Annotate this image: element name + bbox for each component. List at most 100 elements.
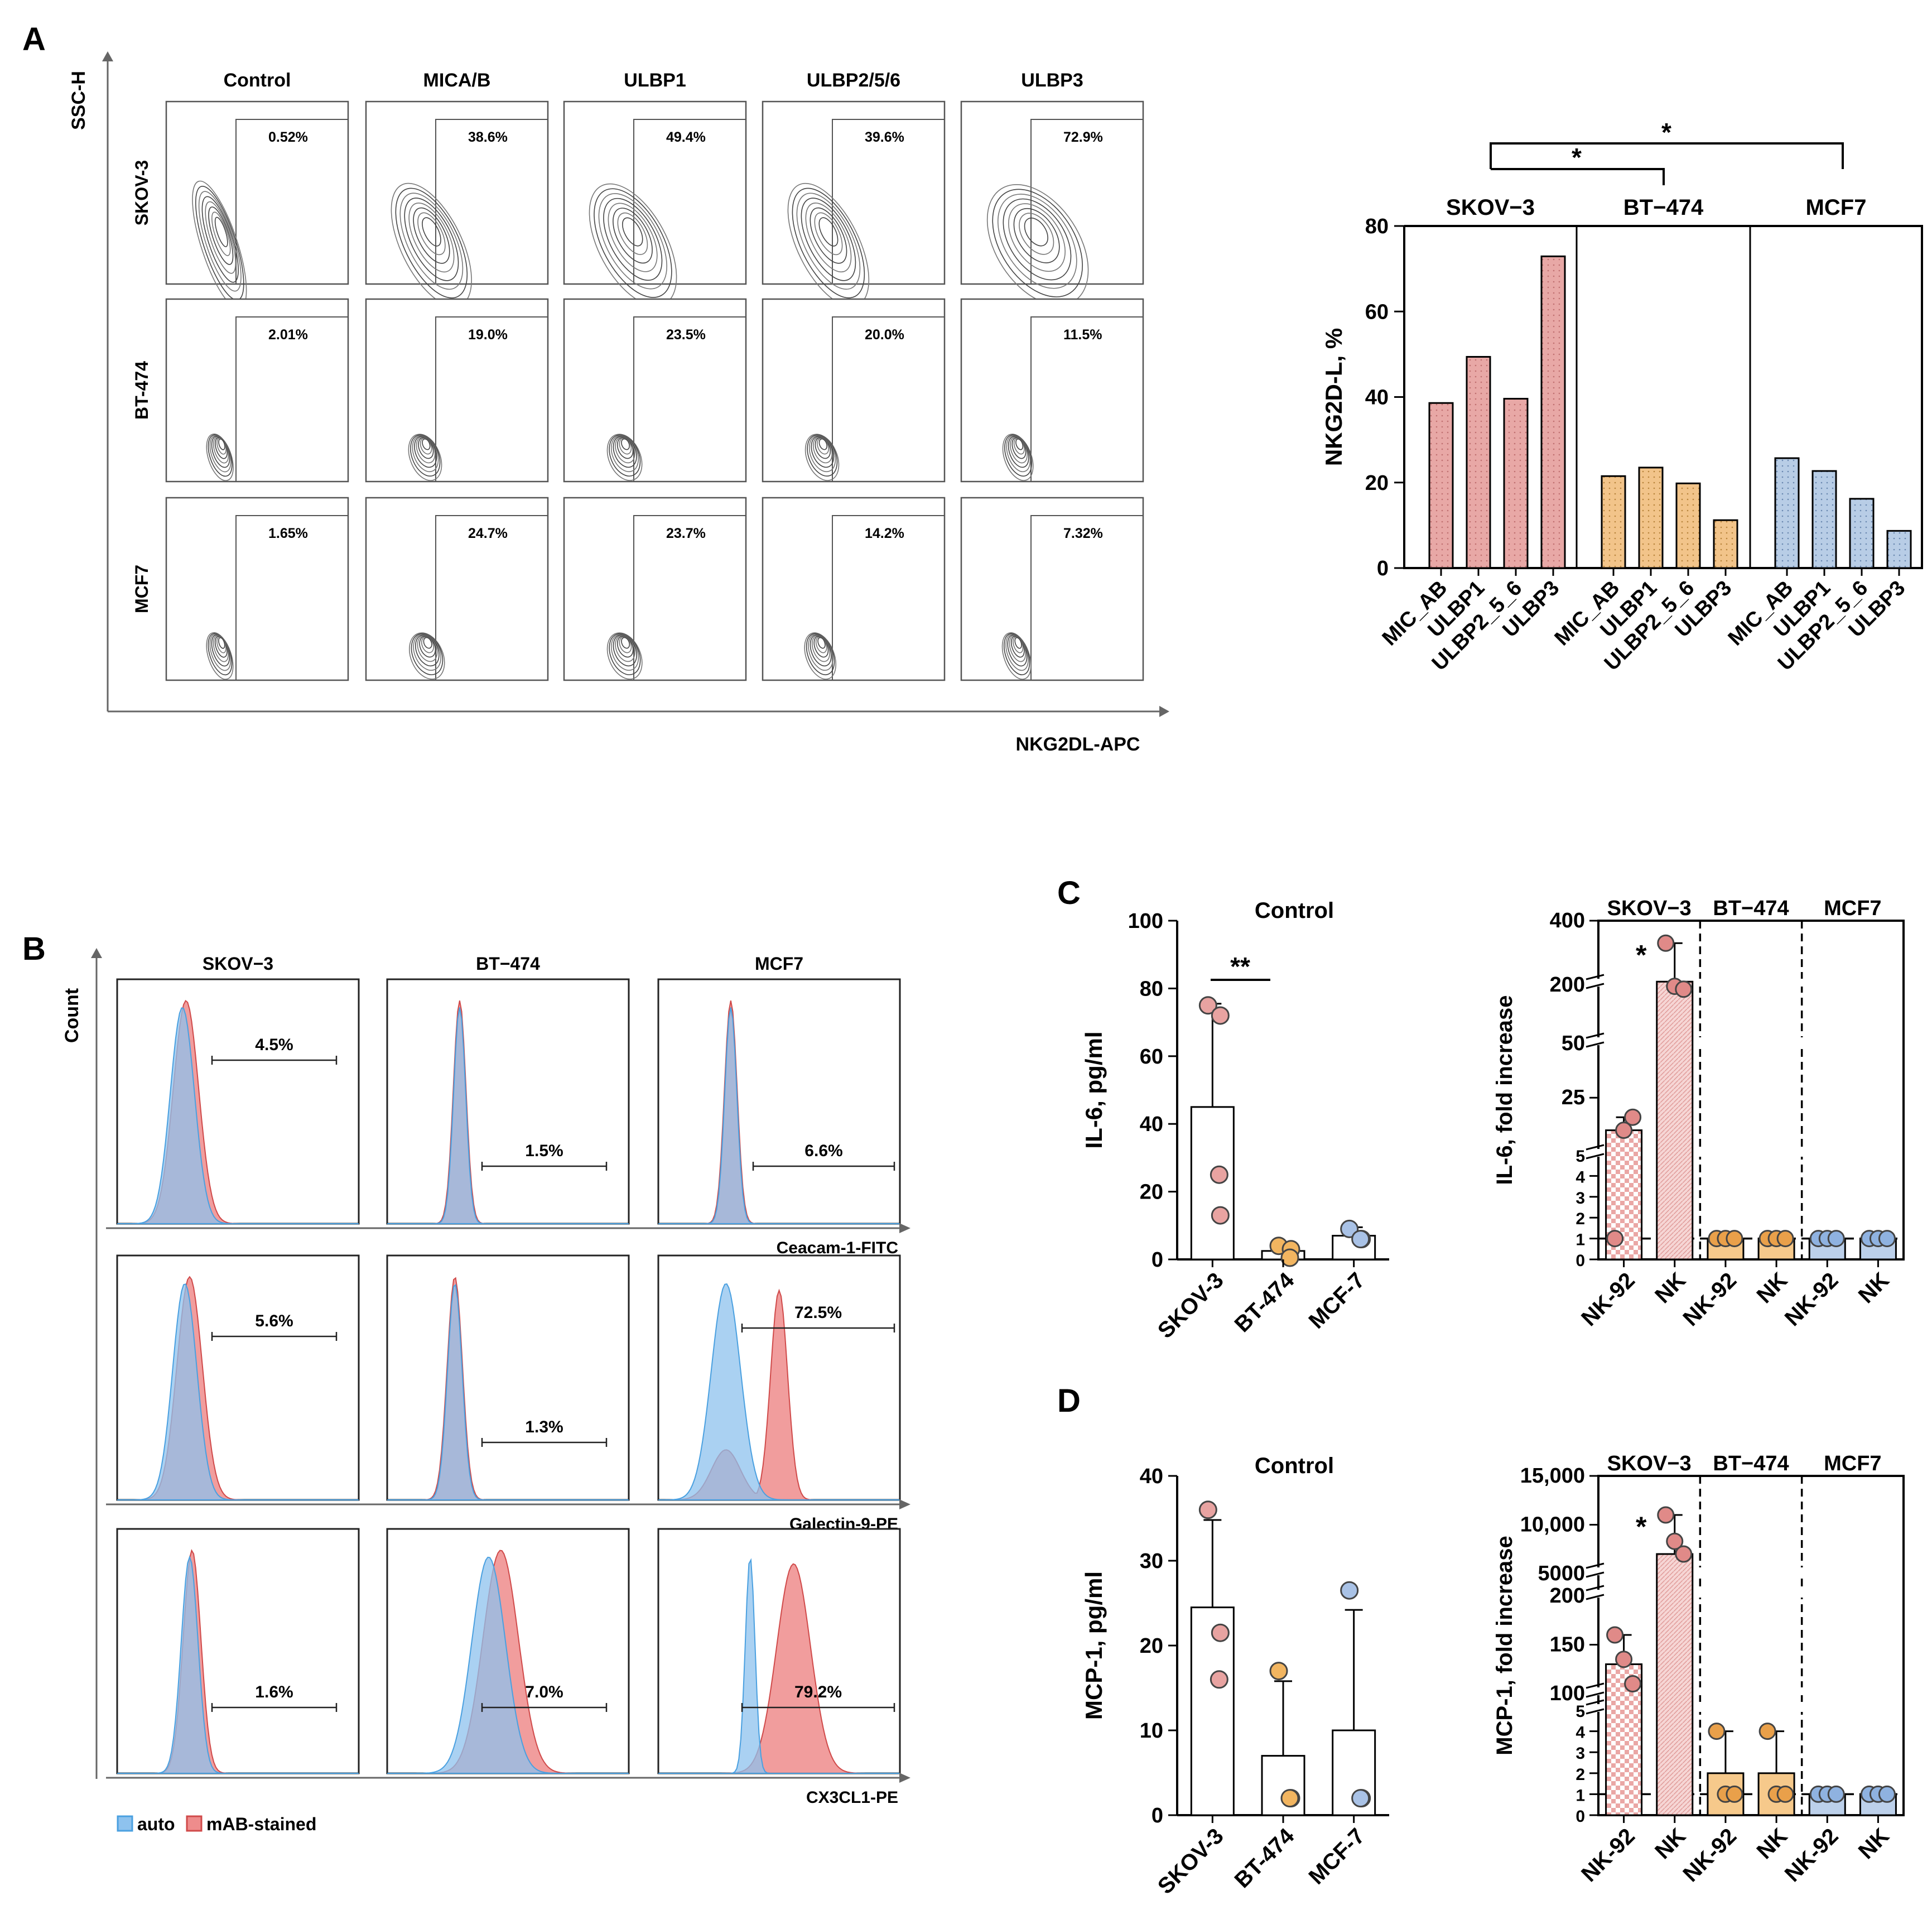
histogram-auto [117,1283,359,1500]
y-tick-label: 60 [1140,1045,1163,1069]
panel-b-legend: auto mAB-stained [117,1814,316,1834]
y-tick-label: 0 [1576,1807,1585,1826]
contour-plot: 24.7% [365,497,549,681]
histogram-auto [658,1007,900,1224]
x-tick-label: NK-92 [1780,1824,1843,1887]
contour-line [813,436,833,464]
y-tick-label: 10 [1140,1719,1163,1743]
column-header-ulbp1: ULBP1 [624,70,686,91]
x-axis-arrow [899,1223,910,1233]
gate-bar [481,1438,608,1447]
contour-plot-frame [762,100,946,285]
x-tick-label: NK [1854,1268,1894,1308]
data-point [1211,1623,1230,1642]
contour-line [422,217,441,247]
data-point [1280,1789,1299,1808]
contour-line [606,434,643,481]
panel-a-x-label: NKG2DL-APC [1016,734,1140,755]
contour-line [211,435,230,468]
group-label: SKOV−3 [1446,195,1535,220]
y-tick-label: 20 [1140,1634,1163,1658]
y-tick-label: 0 [1377,557,1389,580]
row-label-skov-3: SKOV-3 [132,160,152,225]
contour-line [1024,217,1048,247]
gate-percentage: 7.32% [1063,526,1103,541]
gate-percentage: 49.4% [666,129,706,145]
x-tick-label: MCF-7 [1304,1824,1370,1889]
significance-bracket [1490,143,1665,185]
gate-percentage: 72.9% [1063,129,1103,145]
bar [1849,498,1875,569]
group-label: MCF7 [1824,897,1881,920]
x-tick-label: MCF-7 [1304,1268,1370,1334]
contour-plot: 7.32% [960,497,1144,681]
contour-line [813,636,829,658]
y-tick-label: 0 [1152,1804,1163,1827]
contour-line [1003,633,1030,676]
contour-line [416,436,436,464]
histogram-plot: 4.5% [116,978,360,1225]
x-tick-label: NK [1854,1824,1894,1864]
contour-line [621,637,630,649]
contour-plot-frame [563,497,747,681]
control-bar-chart: 0 10 20 30 40 MCP-1, pg/ml Control SKOV-3 BT-474… [1081,1454,1389,1899]
y-tick-label: 20 [1365,472,1389,495]
contour-plot-frame [960,298,1144,483]
data-point [1269,1662,1288,1681]
y-tick-label: 4 [1576,1168,1585,1186]
data-point [1198,1500,1217,1519]
contour-line [808,633,833,671]
panel-letters: A B C D [22,21,1081,1419]
contour-line [1008,435,1029,468]
y-tick-label: 60 [1365,300,1389,324]
contour-plot-frame [563,100,747,285]
gate-bar [481,1703,608,1712]
data-point [1615,1651,1633,1668]
data-point [1758,1723,1776,1740]
bar [1466,355,1491,569]
contour-plot-frame [365,298,549,483]
data-point [1827,1785,1845,1803]
histogram-frame [116,1254,360,1501]
contour-line [404,198,459,281]
contour-line [423,637,432,649]
data-point [1657,1506,1675,1524]
bar [1261,1755,1305,1816]
contour-line [814,212,843,256]
data-point [1776,1785,1794,1803]
bar [1675,482,1701,569]
y-tick-label: 200 [1550,1584,1585,1608]
histogram-plot: 72.5% [657,1254,901,1501]
panel-b-histograms: Count SKOV−3 BT−474 MCF7 4.5% 1.5% 6.6% Ceacam… [61,948,910,1834]
contour-line [1019,213,1054,255]
histogram-auto [387,1556,629,1774]
contour-line [214,217,228,247]
axis-break-gap [1586,1037,1894,1045]
data-point [1657,934,1675,952]
legend-swatch-stained [186,1815,203,1832]
gate-line [832,515,945,680]
x-tick-label: NK [1650,1268,1690,1308]
bar [1638,466,1664,569]
y-tick-label: 0 [1576,1252,1585,1270]
y-tick-label: 50 [1562,1032,1585,1055]
gate-percentage: 1.65% [268,526,308,541]
contour-line [1004,434,1032,477]
x-tick-label: NK [1752,1824,1792,1864]
contour-line [619,437,632,455]
contour-plot: 38.6% [365,100,549,307]
histogram-frame [116,1528,360,1774]
contour-line [622,217,643,247]
y-tick-label: 200 [1550,973,1585,997]
contour-line [796,193,861,290]
gate-line [1030,515,1143,680]
contour-line [208,633,233,676]
panel-a-y-label: SSC-H [68,71,89,130]
contour-line [609,633,641,675]
contour-line [1013,636,1024,653]
chart-title: Control [1255,1454,1334,1478]
y-tick-label: 2 [1576,1766,1585,1784]
contour-line [810,634,832,667]
contour-line [609,434,641,477]
gate-line [435,515,548,680]
